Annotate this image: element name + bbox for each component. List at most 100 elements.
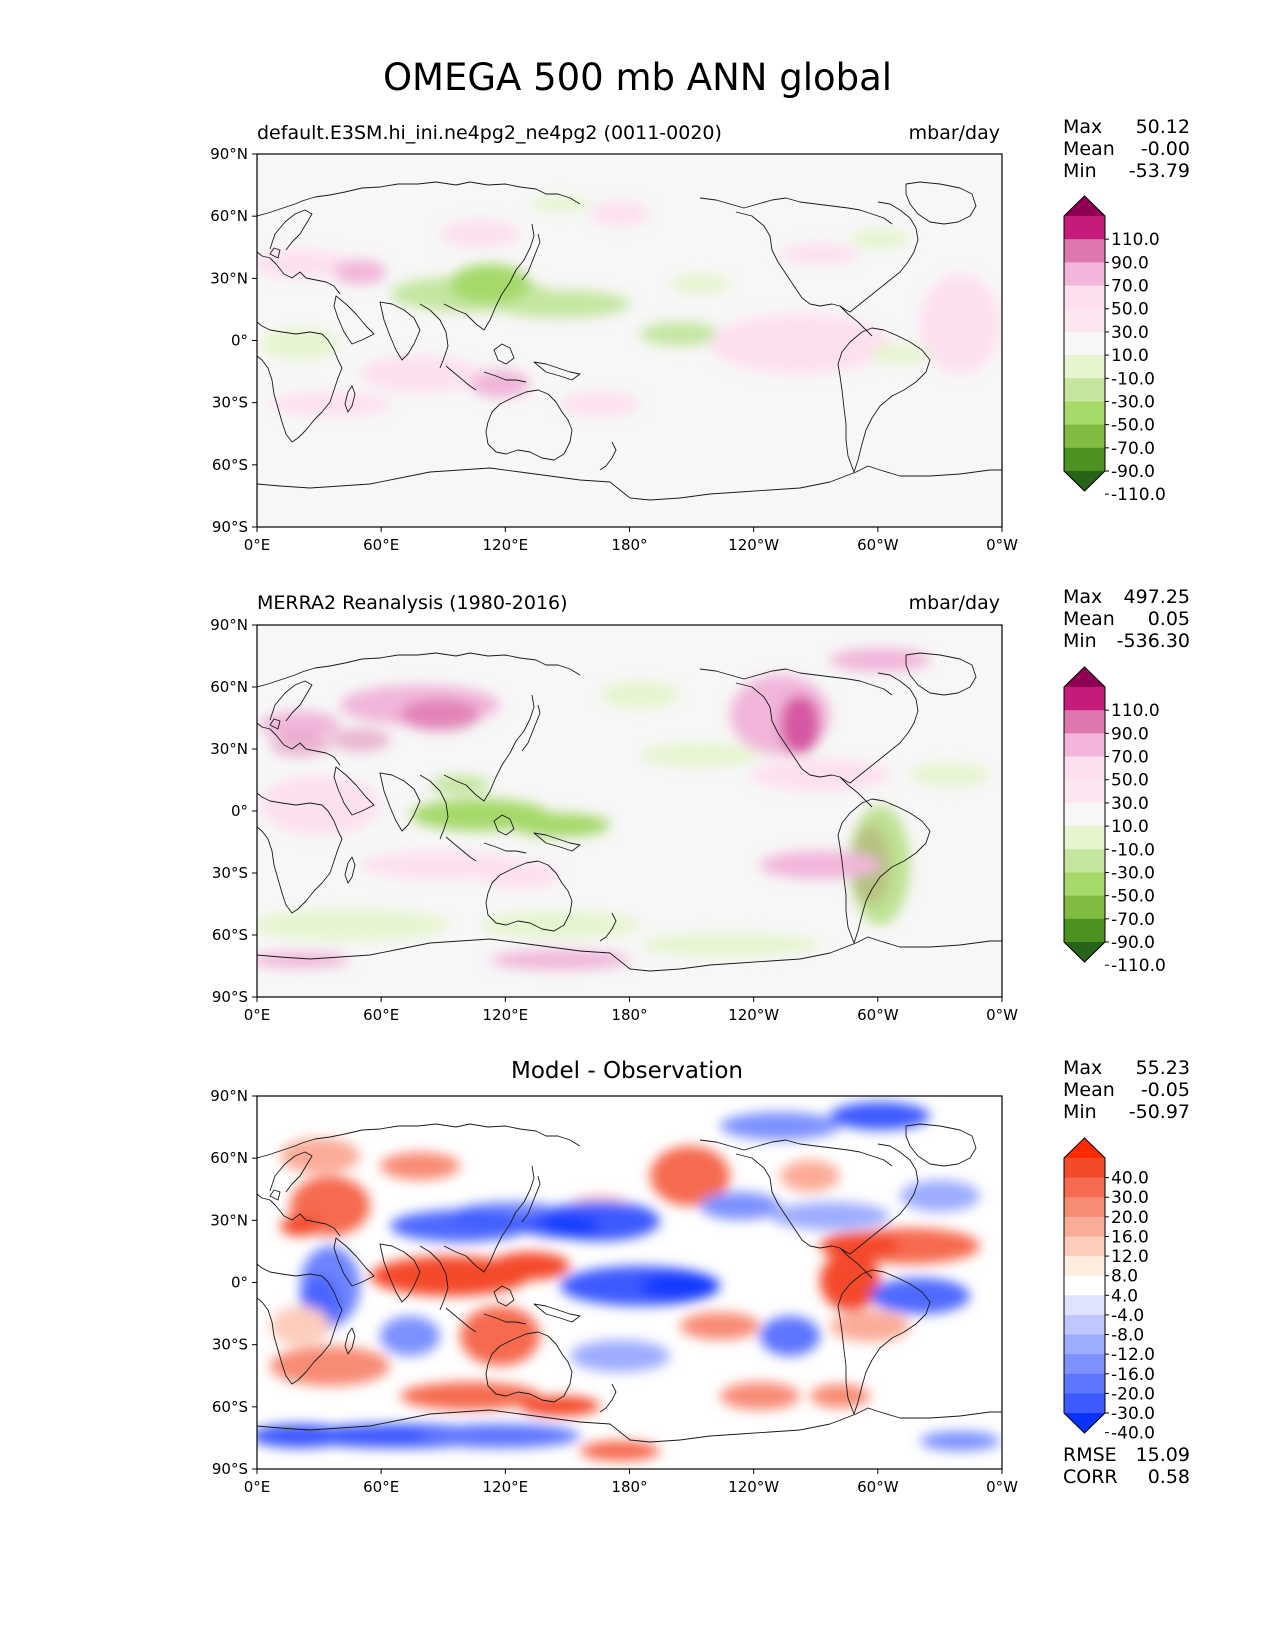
- obs-colorbar-label: 90.0: [1111, 724, 1149, 744]
- diff-colorbar-band: [1064, 1256, 1105, 1277]
- diff-min-label: Min: [1063, 1101, 1097, 1123]
- obs-colorbar-extend-top: [1064, 667, 1105, 687]
- obs-field-contour: [510, 813, 610, 837]
- model-colorbar-label: 110.0: [1111, 230, 1160, 250]
- diff-colorbar-label: 16.0: [1111, 1227, 1149, 1247]
- obs-colorbar-band: [1064, 918, 1105, 943]
- obs-colorbar-band: [1064, 802, 1105, 827]
- obs-colorbar-band: [1064, 872, 1105, 897]
- model-field-contour: [640, 322, 720, 346]
- model-colorbar-band: [1064, 378, 1105, 402]
- obs-field-contour: [257, 952, 350, 968]
- diff-corr-value: 0.58: [1147, 1466, 1190, 1488]
- obs-field-contour: [640, 743, 760, 767]
- obs-colorbar-band: [1064, 710, 1105, 734]
- obs-field-contour: [780, 695, 820, 755]
- model-field-contour: [270, 392, 390, 416]
- diff-field-contour: [720, 1382, 800, 1410]
- model-max-value: 50.12: [1135, 116, 1190, 138]
- colorbars: 110.0 90.0 70.0 50.0 30.0 10.0 -10.0 -30.0 -50.0…: [1063, 195, 1166, 1444]
- diff-colorbar-label: -30.0: [1111, 1404, 1155, 1424]
- obs-field-contour: [600, 681, 680, 709]
- diff-map: [256, 1095, 1003, 1470]
- obs-colorbar-label: 50.0: [1111, 771, 1149, 791]
- diff-field-contour: [830, 1102, 930, 1130]
- obs-field-blobs: [257, 648, 990, 970]
- model-colorbar-label: -70.0: [1111, 439, 1155, 459]
- diff-field-contour: [280, 1138, 360, 1174]
- diff-corr-label: CORR: [1063, 1466, 1118, 1488]
- model-units: mbar/day: [908, 122, 1000, 144]
- model-colorbar-band: [1064, 331, 1105, 356]
- diff-field-contour: [520, 1214, 600, 1238]
- diff-field-contour: [420, 1424, 580, 1448]
- model-field-contour: [490, 290, 630, 318]
- model-min-label: Min: [1063, 160, 1097, 182]
- model-colorbar-label: -30.0: [1111, 392, 1155, 412]
- diff-colorbar: 40.030.020.016.012.08.04.0-4.0-8.0-12.0-…: [1063, 1137, 1155, 1444]
- obs-field-contour: [480, 861, 560, 889]
- diff-mean-value: -0.05: [1140, 1079, 1190, 1101]
- diff-field-contour: [570, 1340, 670, 1372]
- model-colorbar-extend-top: [1064, 196, 1105, 216]
- obs-field-contour: [400, 699, 480, 731]
- obs-lat-tick-label: 60°N: [210, 678, 248, 696]
- diff-max-value: 55.23: [1135, 1057, 1190, 1079]
- diff-field-contour: [770, 1202, 890, 1230]
- model-lat-tick-label: 60°N: [210, 207, 248, 225]
- model-colorbar-band: [1064, 262, 1105, 287]
- model-field-contour: [530, 196, 590, 212]
- diff-field: [257, 1102, 1000, 1461]
- diff-min-value: -50.97: [1128, 1101, 1190, 1123]
- obs-min-value: -536.30: [1116, 630, 1190, 652]
- diff-field-contour: [870, 1278, 970, 1314]
- obs-colorbar-band: [1064, 687, 1105, 711]
- model-lon-tick-label: 0°E: [244, 536, 271, 554]
- diff-field-contour: [460, 1306, 540, 1366]
- diff-field-contour: [380, 1152, 460, 1180]
- model-lat-tick-label: 30°N: [210, 269, 248, 287]
- model-colorbar-band: [1064, 308, 1105, 333]
- diff-field-contour: [490, 1252, 570, 1280]
- obs-field-contour: [760, 851, 880, 879]
- diff-field-contour: [390, 1210, 530, 1242]
- model-mean-value: -0.00: [1140, 138, 1190, 160]
- obs-colorbar-label: -90.0: [1111, 933, 1155, 953]
- diff-colorbar-band: [1064, 1334, 1105, 1355]
- model-colorbar-label: 70.0: [1111, 277, 1149, 297]
- model-colorbar-label: 30.0: [1111, 323, 1149, 343]
- diff-colorbar-band: [1064, 1354, 1105, 1375]
- diff-colorbar-label: 4.0: [1111, 1286, 1138, 1306]
- model-colorbar-label: 10.0: [1111, 346, 1149, 366]
- diff-lat-tick-label: 60°S: [212, 1398, 248, 1416]
- diff-field-blobs: [257, 1102, 1000, 1461]
- obs-colorbar-label: 70.0: [1111, 748, 1149, 768]
- model-field-contour: [590, 202, 650, 226]
- model-min-value: -53.79: [1128, 160, 1190, 182]
- model-colorbar-label: -50.0: [1111, 416, 1155, 436]
- model-panel-title: default.E3SM.hi_ini.ne4pg2_ne4pg2 (0011-…: [257, 122, 722, 144]
- diff-lon-tick-label: 0°E: [244, 1478, 271, 1496]
- obs-colorbar-label: 10.0: [1111, 817, 1149, 837]
- diff-colorbar-label: -16.0: [1111, 1365, 1155, 1385]
- obs-max-label: Max: [1063, 586, 1103, 608]
- obs-colorbar-band: [1064, 733, 1105, 758]
- obs-lon-tick-label: 0°W: [986, 1006, 1018, 1024]
- diff-field-contour: [830, 1310, 910, 1342]
- diff-colorbar-band: [1064, 1373, 1105, 1394]
- model-field-contour: [450, 264, 530, 304]
- diff-lon-tick-label: 60°E: [363, 1478, 399, 1496]
- diff-colorbar-band: [1064, 1197, 1105, 1218]
- obs-colorbar: 110.0 90.0 70.0 50.0 30.0 10.0 -10.0 -30.0 -50.0…: [1063, 666, 1166, 976]
- obs-colorbar-band: [1064, 756, 1105, 781]
- obs-colorbar-band: [1064, 779, 1105, 804]
- obs-lat-tick-label: 0°: [231, 802, 248, 820]
- diff-field-contour: [380, 1316, 440, 1356]
- diff-lat-tick-label: 90°S: [212, 1460, 248, 1478]
- obs-field-contour: [830, 648, 930, 672]
- model-field-contour: [670, 274, 730, 294]
- obs-field: [257, 648, 990, 970]
- diff-field-contour: [650, 1146, 730, 1206]
- diff-panel-title: Model - Observation: [510, 1058, 744, 1084]
